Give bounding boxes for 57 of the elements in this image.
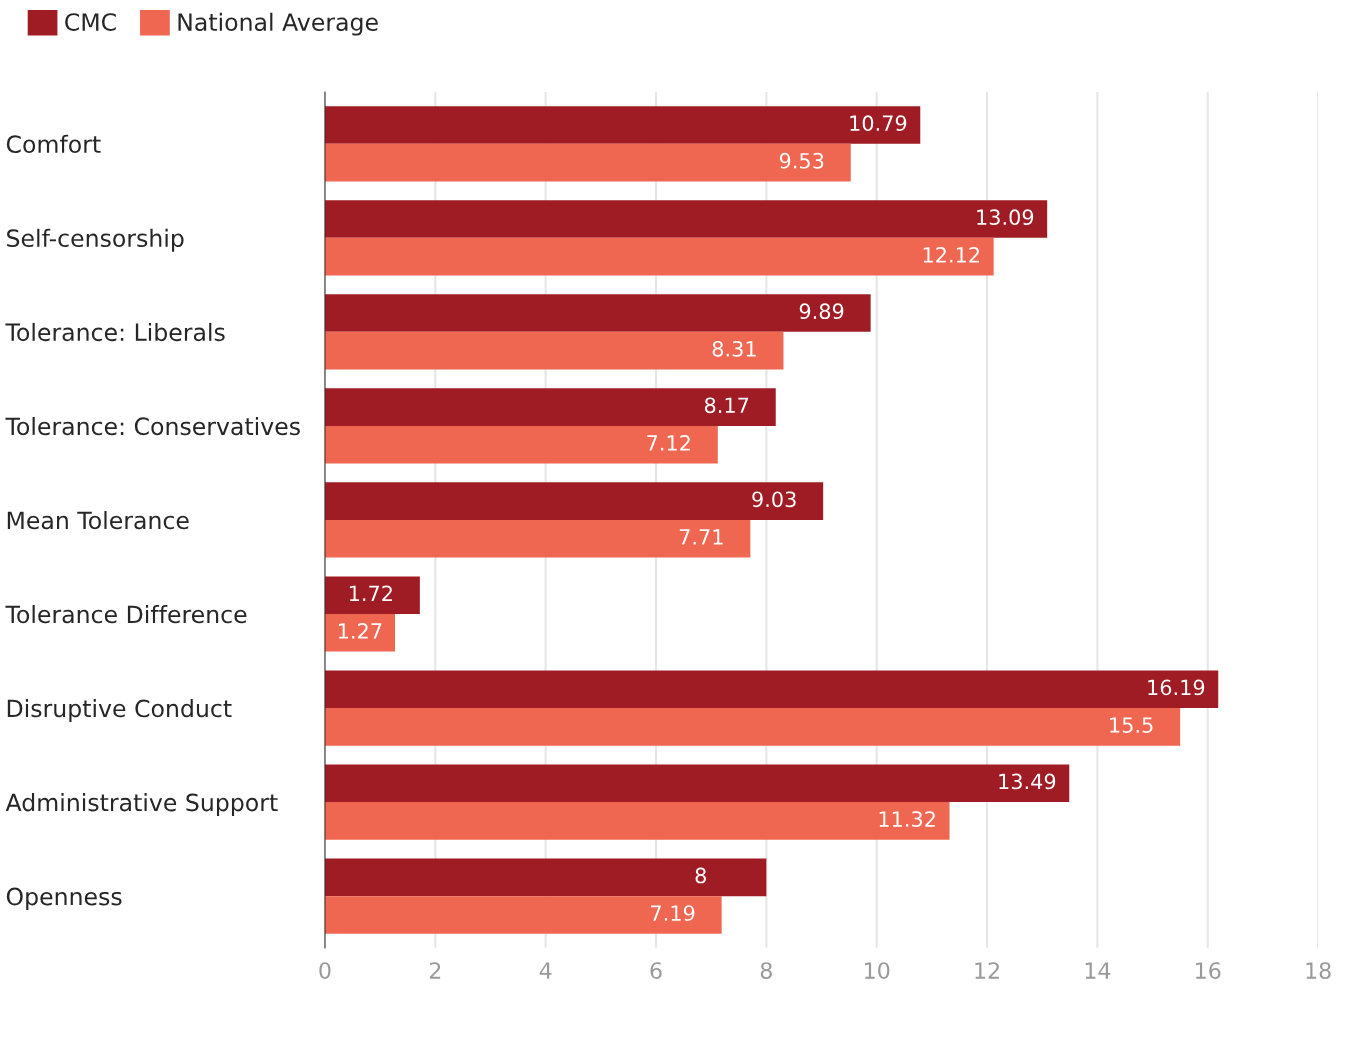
y-tick-label: Tolerance: Conservatives	[5, 416, 300, 436]
data-label: 10.79	[850, 115, 907, 132]
data-label: 13.09	[977, 209, 1034, 226]
data-label: 8.17	[704, 397, 749, 414]
bar	[324, 764, 1070, 803]
bar	[324, 858, 767, 897]
bar	[324, 802, 950, 840]
bar	[324, 143, 851, 182]
x-tick-label: 14	[1085, 962, 1111, 979]
bar	[324, 896, 722, 934]
x-tick-label: 16	[1196, 962, 1221, 979]
data-label: 9.53	[779, 152, 824, 169]
data-label: 13.49	[999, 773, 1056, 790]
data-label: 12.12	[923, 246, 979, 263]
bar	[324, 200, 1048, 238]
legend-label: CMC	[65, 13, 116, 32]
bar	[324, 106, 921, 144]
bar	[324, 237, 994, 276]
data-label: 1.72	[349, 585, 392, 601]
bar	[324, 576, 420, 614]
data-label: 16.19	[1148, 679, 1205, 696]
x-tick-label: 8	[760, 962, 772, 979]
y-tick-label: Tolerance: Liberals	[5, 322, 225, 342]
data-label: 11.32	[879, 811, 935, 827]
x-tick-label: 12	[975, 962, 999, 979]
bar	[324, 331, 784, 370]
x-tick-label: 4	[539, 962, 552, 979]
bar	[324, 425, 718, 464]
data-label: 8.31	[712, 340, 756, 357]
y-tick-label: Self-censorship	[7, 228, 184, 252]
data-label: 8	[695, 867, 706, 884]
x-tick-label: 18	[1306, 962, 1331, 979]
data-label: 9.03	[752, 491, 796, 508]
data-label: 9.89	[799, 303, 844, 320]
x-tick-label: 2	[429, 962, 441, 979]
x-tick-label: 0	[319, 962, 331, 979]
legend-label: National Average	[178, 12, 378, 36]
bar	[324, 614, 396, 652]
data-label: 7.71	[679, 529, 723, 545]
y-tick-label: Mean Tolerance	[7, 510, 189, 530]
bar	[324, 482, 824, 520]
y-tick-label: Administrative Support	[5, 793, 278, 816]
data-label: 1.27	[338, 623, 382, 639]
y-tick-label: Tolerance Difference	[5, 605, 247, 624]
y-tick-label: Openness	[6, 887, 122, 911]
data-label: 7.12	[647, 435, 690, 451]
x-tick-label: 10	[865, 962, 890, 979]
y-tick-label: Comfort	[6, 134, 101, 154]
bar	[324, 670, 1219, 709]
bar	[324, 708, 1181, 746]
bar	[324, 294, 871, 332]
x-tick-label: 6	[650, 962, 662, 979]
bar	[324, 519, 751, 558]
data-label: 15.5	[1110, 717, 1153, 733]
data-label: 7.19	[651, 905, 695, 921]
bar	[324, 388, 776, 426]
y-tick-label: Disruptive Conduct	[7, 699, 232, 722]
